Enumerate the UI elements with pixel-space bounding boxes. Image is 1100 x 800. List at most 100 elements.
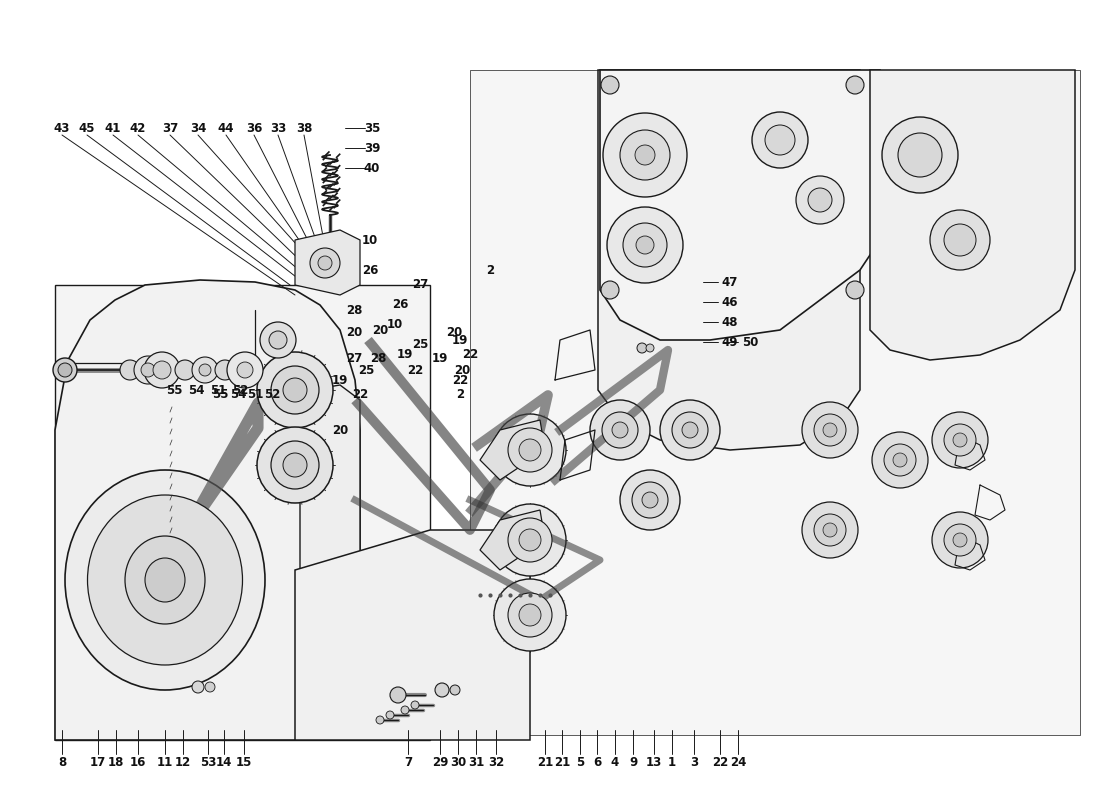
- Text: 54: 54: [230, 389, 246, 402]
- Polygon shape: [55, 285, 430, 740]
- Text: 19: 19: [332, 374, 349, 386]
- Circle shape: [932, 512, 988, 568]
- Text: 46: 46: [722, 295, 738, 309]
- Text: 27: 27: [345, 351, 362, 365]
- Circle shape: [814, 514, 846, 546]
- Circle shape: [519, 529, 541, 551]
- Circle shape: [872, 432, 928, 488]
- Text: 54: 54: [188, 383, 205, 397]
- Text: 45: 45: [79, 122, 96, 134]
- Text: 19: 19: [432, 351, 448, 365]
- Circle shape: [602, 412, 638, 448]
- Polygon shape: [480, 420, 544, 480]
- Circle shape: [632, 482, 668, 518]
- Circle shape: [601, 281, 619, 299]
- Text: 26: 26: [362, 263, 378, 277]
- Text: 16: 16: [130, 755, 146, 769]
- Circle shape: [192, 357, 218, 383]
- Circle shape: [635, 145, 654, 165]
- Circle shape: [283, 453, 307, 477]
- Circle shape: [227, 352, 263, 388]
- Circle shape: [953, 433, 967, 447]
- Text: 35: 35: [364, 122, 381, 134]
- Polygon shape: [600, 70, 880, 340]
- Circle shape: [494, 414, 566, 486]
- Circle shape: [802, 502, 858, 558]
- Text: 20: 20: [332, 423, 348, 437]
- Circle shape: [411, 701, 419, 709]
- Circle shape: [310, 248, 340, 278]
- Circle shape: [646, 344, 654, 352]
- Polygon shape: [295, 530, 530, 740]
- Text: 11: 11: [157, 755, 173, 769]
- Text: 44: 44: [218, 122, 234, 134]
- Circle shape: [519, 439, 541, 461]
- Circle shape: [508, 518, 552, 562]
- Text: 21: 21: [537, 755, 553, 769]
- Circle shape: [808, 188, 832, 212]
- Circle shape: [153, 361, 170, 379]
- Circle shape: [607, 207, 683, 283]
- Text: 26: 26: [392, 298, 408, 311]
- Text: 40: 40: [364, 162, 381, 174]
- Text: 22: 22: [407, 363, 424, 377]
- Circle shape: [390, 687, 406, 703]
- Text: 52: 52: [232, 383, 249, 397]
- Circle shape: [450, 685, 460, 695]
- Circle shape: [53, 358, 77, 382]
- Circle shape: [257, 427, 333, 503]
- Text: 28: 28: [345, 303, 362, 317]
- Text: 50: 50: [741, 335, 758, 349]
- Circle shape: [134, 356, 162, 384]
- Circle shape: [519, 604, 541, 626]
- Text: 37: 37: [162, 122, 178, 134]
- Polygon shape: [295, 230, 360, 295]
- Text: 4: 4: [610, 755, 619, 769]
- Circle shape: [636, 236, 654, 254]
- Text: 33: 33: [270, 122, 286, 134]
- Circle shape: [590, 400, 650, 460]
- Circle shape: [434, 683, 449, 697]
- Circle shape: [214, 360, 235, 380]
- Text: 41: 41: [104, 122, 121, 134]
- Circle shape: [120, 360, 140, 380]
- Circle shape: [175, 360, 195, 380]
- Circle shape: [898, 133, 942, 177]
- Text: 48: 48: [722, 315, 738, 329]
- Text: 47: 47: [722, 275, 738, 289]
- Circle shape: [814, 414, 846, 446]
- Text: 12: 12: [175, 755, 191, 769]
- Text: 39: 39: [364, 142, 381, 154]
- Circle shape: [660, 400, 720, 460]
- Text: 8: 8: [58, 755, 66, 769]
- Text: 21: 21: [554, 755, 570, 769]
- Text: 29: 29: [432, 755, 448, 769]
- Circle shape: [620, 470, 680, 530]
- Text: 2: 2: [455, 389, 464, 402]
- Circle shape: [205, 682, 214, 692]
- Text: 20: 20: [446, 326, 462, 338]
- Circle shape: [642, 492, 658, 508]
- Text: 20: 20: [345, 326, 362, 338]
- Circle shape: [376, 716, 384, 724]
- Circle shape: [508, 428, 552, 472]
- Circle shape: [623, 223, 667, 267]
- Circle shape: [802, 402, 858, 458]
- Text: 30: 30: [450, 755, 466, 769]
- Circle shape: [58, 363, 72, 377]
- Text: 38: 38: [296, 122, 312, 134]
- Circle shape: [637, 343, 647, 353]
- Polygon shape: [470, 70, 1080, 735]
- Circle shape: [944, 424, 976, 456]
- Text: 24: 24: [729, 755, 746, 769]
- Text: 55: 55: [211, 389, 229, 402]
- Circle shape: [601, 76, 619, 94]
- Ellipse shape: [125, 536, 205, 624]
- Circle shape: [944, 224, 976, 256]
- Circle shape: [141, 363, 155, 377]
- Circle shape: [270, 331, 287, 349]
- Text: 27: 27: [411, 278, 428, 291]
- Ellipse shape: [145, 558, 185, 602]
- Text: 20: 20: [372, 323, 388, 337]
- Text: 25: 25: [358, 363, 374, 377]
